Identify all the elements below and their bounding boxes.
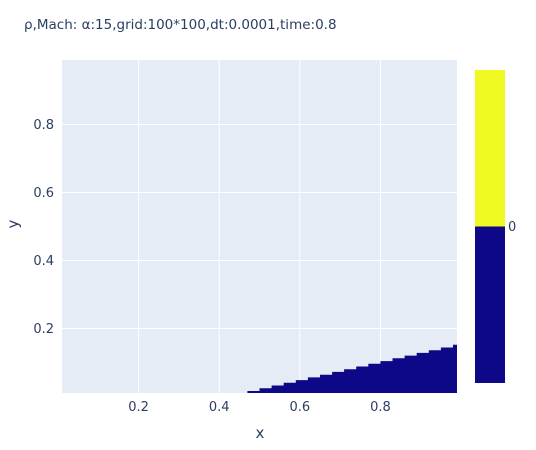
- grid-lines: [62, 60, 457, 393]
- x-tick-label: 0.6: [289, 400, 310, 415]
- x-tick-label: 0.8: [370, 400, 391, 415]
- plot-area[interactable]: [62, 60, 457, 393]
- y-axis-ticks: 0.2 0.4 0.6 0.8: [33, 118, 54, 337]
- low-density-region: [235, 344, 457, 393]
- colorbar-tick-label: 0: [508, 220, 516, 235]
- colorbar-segment: [475, 226, 505, 383]
- colorbar-segment: [475, 70, 505, 227]
- chart-title: ρ,Mach: α:15,grid:100*100,dt:0.0001,time…: [24, 17, 337, 33]
- x-axis-ticks: 0.2 0.4 0.6 0.8: [128, 400, 391, 415]
- x-axis-title: x: [256, 424, 265, 442]
- y-tick-label: 0.4: [33, 254, 54, 269]
- colorbar: 0: [475, 70, 516, 383]
- y-tick-label: 0.6: [33, 186, 54, 201]
- y-tick-label: 0.8: [33, 118, 54, 133]
- x-tick-label: 0.2: [128, 400, 149, 415]
- y-tick-label: 0.2: [33, 322, 54, 337]
- plot-background: [62, 60, 457, 393]
- y-axis-title: y: [4, 219, 22, 228]
- x-tick-label: 0.4: [209, 400, 230, 415]
